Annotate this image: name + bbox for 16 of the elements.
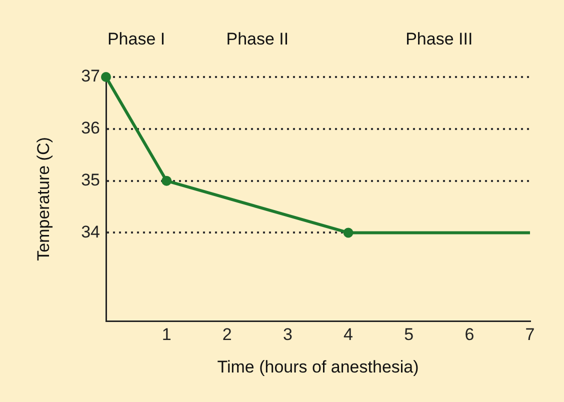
text: Phase II [226,30,289,49]
x-tick-label: 3 [282,324,292,344]
y-tick-label: 34 [81,222,100,242]
x-tick-label: 1 [162,324,172,344]
y-tick-label: 37 [81,66,100,86]
text: Phase I [107,30,166,49]
y-tick-label: 35 [81,170,100,190]
x-tick-label: 5 [404,324,414,344]
x-tick-label: 2 [222,324,232,344]
x-axis-title: Time (hours of anesthesia) [217,357,419,376]
text: Phase III [406,30,473,49]
y-axis-title: Temperature (C) [34,137,53,261]
x-tick-label: 4 [344,324,354,344]
x-tick-label: 7 [525,324,535,344]
x-tick-label: 6 [464,324,474,344]
y-tick-label: 36 [81,118,100,138]
